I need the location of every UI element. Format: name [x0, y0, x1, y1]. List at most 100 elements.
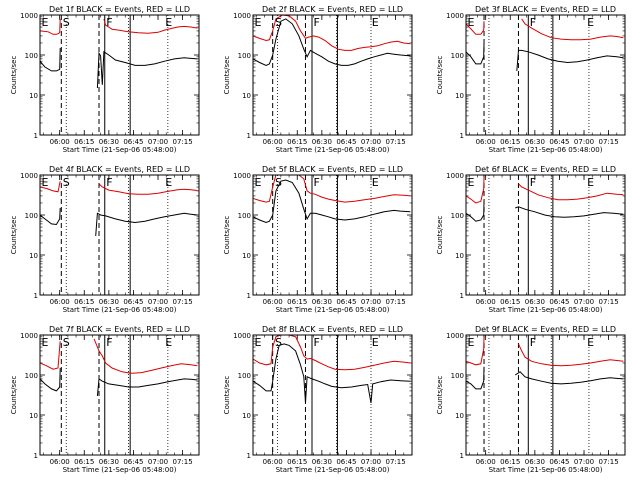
- chart-title: Det 5f BLACK = Events, RED = LLD: [262, 165, 403, 174]
- series-events-line: [466, 42, 485, 65]
- series-lld-line: [103, 18, 198, 34]
- y-tick-label: 10: [29, 92, 38, 100]
- series-events-line: [514, 371, 624, 385]
- x-tick-label: 07:00: [574, 458, 594, 466]
- y-tick-label: 10: [455, 412, 464, 420]
- chart-panel-1: Det 1f BLACK = Events, RED = LLD Counts/s…: [10, 5, 200, 154]
- x-tick-label: 06:00: [476, 298, 496, 306]
- plot-frame: [252, 174, 413, 296]
- x-tick-label: 06:30: [525, 458, 545, 466]
- y-axis-label: Counts/sec: [10, 376, 18, 415]
- series-lld-line: [93, 338, 198, 374]
- x-axis-label: Start Time (21-Sep-06 05:48:00): [63, 466, 177, 474]
- y-tick-label: 100: [238, 52, 251, 60]
- plot-area: [40, 175, 198, 295]
- x-tick-label: 07:00: [148, 138, 168, 146]
- plot-area: [466, 15, 624, 135]
- marker-label: S: [275, 176, 282, 189]
- marker-label: S: [275, 336, 282, 349]
- chart-panel-7: Det 7f BLACK = Events, RED = LLD Counts/s…: [10, 325, 200, 474]
- x-tick-label: 06:00: [476, 138, 496, 146]
- x-axis-label: Start Time (21-Sep-06 05:48:00): [63, 146, 177, 154]
- x-tick-label: 06:00: [50, 458, 70, 466]
- y-axis-label: Counts/sec: [10, 216, 18, 255]
- x-tick-label: 07:15: [599, 458, 619, 466]
- y-axis-label: Counts/sec: [436, 376, 444, 415]
- y-axis-label: Counts/sec: [223, 376, 231, 415]
- series-lld-line: [466, 336, 485, 366]
- series-lld-line: [466, 21, 485, 35]
- series-lld-line: [253, 335, 411, 371]
- marker-label: E: [255, 176, 262, 189]
- x-tick-label: 06:45: [336, 458, 356, 466]
- y-tick-label: 1000: [20, 172, 38, 180]
- series-lld-line: [40, 341, 61, 370]
- x-axis-label: Start Time (21-Sep-06 05:48:00): [276, 146, 390, 154]
- y-tick-label: 1000: [233, 12, 251, 20]
- y-axis-label: Counts/sec: [436, 216, 444, 255]
- marker-label: F: [314, 336, 320, 349]
- plot-frame: [465, 14, 626, 136]
- x-tick-label: 07:00: [148, 298, 168, 306]
- chart-title: Det 6f BLACK = Events, RED = LLD: [475, 165, 616, 174]
- y-tick-label: 1: [460, 132, 464, 140]
- y-tick-label: 10: [455, 252, 464, 260]
- y-tick-label: 1000: [233, 332, 251, 340]
- chart-title: Det 8f BLACK = Events, RED = LLD: [262, 325, 403, 334]
- x-tick-label: 06:00: [263, 458, 283, 466]
- chart-panel-6: Det 6f BLACK = Events, RED = LLD Counts/s…: [436, 165, 626, 314]
- series-lld-line: [253, 175, 411, 203]
- x-tick-label: 06:00: [476, 458, 496, 466]
- plot-area: [253, 335, 411, 455]
- y-tick-label: 1: [460, 452, 464, 460]
- x-tick-label: 06:00: [50, 138, 70, 146]
- x-tick-label: 07:00: [148, 458, 168, 466]
- chart-title: Det 4f BLACK = Events, RED = LLD: [49, 165, 190, 174]
- series-lld-line: [466, 176, 485, 204]
- series-events-line: [96, 377, 198, 396]
- x-tick-label: 07:15: [173, 458, 193, 466]
- plot-area: [40, 15, 198, 135]
- x-tick-label: 07:15: [386, 458, 406, 466]
- y-tick-label: 1: [34, 132, 38, 140]
- marker-label: E: [468, 336, 475, 349]
- y-tick-label: 10: [242, 92, 251, 100]
- y-tick-label: 100: [451, 372, 464, 380]
- x-axis-label: Start Time (21-Sep-06 05:48:00): [489, 306, 603, 314]
- y-axis-label: Counts/sec: [223, 216, 231, 255]
- series-events-line: [253, 18, 411, 66]
- x-tick-label: 07:15: [386, 138, 406, 146]
- x-tick-label: 06:00: [263, 298, 283, 306]
- x-tick-label: 07:15: [599, 138, 619, 146]
- x-tick-label: 06:45: [549, 458, 569, 466]
- x-tick-label: 06:30: [99, 458, 119, 466]
- x-axis-label: Start Time (21-Sep-06 05:48:00): [276, 466, 390, 474]
- marker-label: E: [587, 176, 594, 189]
- y-tick-label: 10: [242, 412, 251, 420]
- y-tick-label: 1000: [233, 172, 251, 180]
- marker-label: E: [255, 16, 262, 29]
- x-tick-label: 07:15: [599, 298, 619, 306]
- plot-frame: [252, 334, 413, 456]
- y-tick-label: 1000: [20, 332, 38, 340]
- x-tick-label: 06:00: [50, 298, 70, 306]
- y-tick-label: 100: [25, 52, 38, 60]
- marker-label: E: [587, 336, 594, 349]
- chart-panel-4: Det 4f BLACK = Events, RED = LLD Counts/s…: [10, 165, 200, 314]
- x-tick-label: 06:45: [336, 298, 356, 306]
- x-tick-label: 06:45: [123, 298, 143, 306]
- chart-panel-5: Det 5f BLACK = Events, RED = LLD Counts/s…: [223, 165, 413, 314]
- x-tick-label: 06:15: [287, 458, 307, 466]
- marker-label: E: [255, 336, 262, 349]
- series-events-line: [466, 366, 485, 390]
- y-tick-label: 10: [455, 92, 464, 100]
- y-tick-label: 1: [247, 452, 251, 460]
- marker-label: F: [314, 176, 320, 189]
- x-tick-label: 07:00: [574, 138, 594, 146]
- marker-label: F: [530, 16, 536, 29]
- series-lld-line: [518, 183, 624, 201]
- x-tick-label: 07:00: [361, 138, 381, 146]
- x-tick-label: 06:15: [287, 298, 307, 306]
- x-axis-label: Start Time (21-Sep-06 05:48:00): [63, 306, 177, 314]
